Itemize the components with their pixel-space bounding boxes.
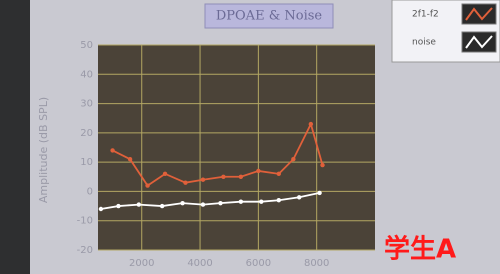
data-point (320, 163, 324, 167)
data-point (317, 191, 321, 195)
data-point (145, 183, 149, 187)
data-point (239, 199, 243, 203)
chart: DPOAE & Noise Amplitude (dB SPL) -20 -10 0… (0, 0, 500, 274)
x-tick-label: 4000 (187, 258, 212, 269)
x-tick-label: 8000 (304, 258, 329, 269)
legend-label: 2f1-f2 (412, 10, 439, 20)
y-tick-label: 0 (87, 186, 93, 197)
annotation: 学生A (384, 234, 456, 265)
data-point (128, 157, 132, 161)
data-point (291, 157, 295, 161)
data-point (110, 148, 114, 152)
plot-area (98, 45, 375, 250)
data-point (256, 169, 260, 173)
legend-label: noise (412, 38, 436, 48)
y-tick-label: 40 (80, 69, 93, 80)
page: DPOAE & Noise Amplitude (dB SPL) -20 -10 0… (0, 0, 500, 274)
y-tick-label: 20 (80, 128, 93, 139)
data-point (277, 198, 281, 202)
data-point (99, 207, 103, 211)
chart-title: DPOAE & Noise (216, 9, 323, 24)
y-tick-label: 30 (80, 99, 93, 110)
data-point (201, 178, 205, 182)
data-point (160, 204, 164, 208)
y-axis-label: Amplitude (dB SPL) (37, 97, 50, 203)
y-tick-label: -20 (77, 245, 93, 256)
x-tick-label: 6000 (246, 258, 271, 269)
data-point (277, 172, 281, 176)
data-point (137, 202, 141, 206)
y-tick-label: -10 (77, 216, 93, 227)
data-point (309, 122, 313, 126)
x-tick-label: 2000 (129, 258, 154, 269)
data-point (218, 201, 222, 205)
data-point (180, 201, 184, 205)
data-point (259, 199, 263, 203)
data-point (297, 195, 301, 199)
data-point (239, 175, 243, 179)
data-point (116, 204, 120, 208)
y-tick-label: 10 (80, 157, 93, 168)
data-point (201, 202, 205, 206)
data-point (183, 180, 187, 184)
data-point (221, 175, 225, 179)
y-tick-label: 50 (80, 40, 93, 51)
data-point (163, 172, 167, 176)
